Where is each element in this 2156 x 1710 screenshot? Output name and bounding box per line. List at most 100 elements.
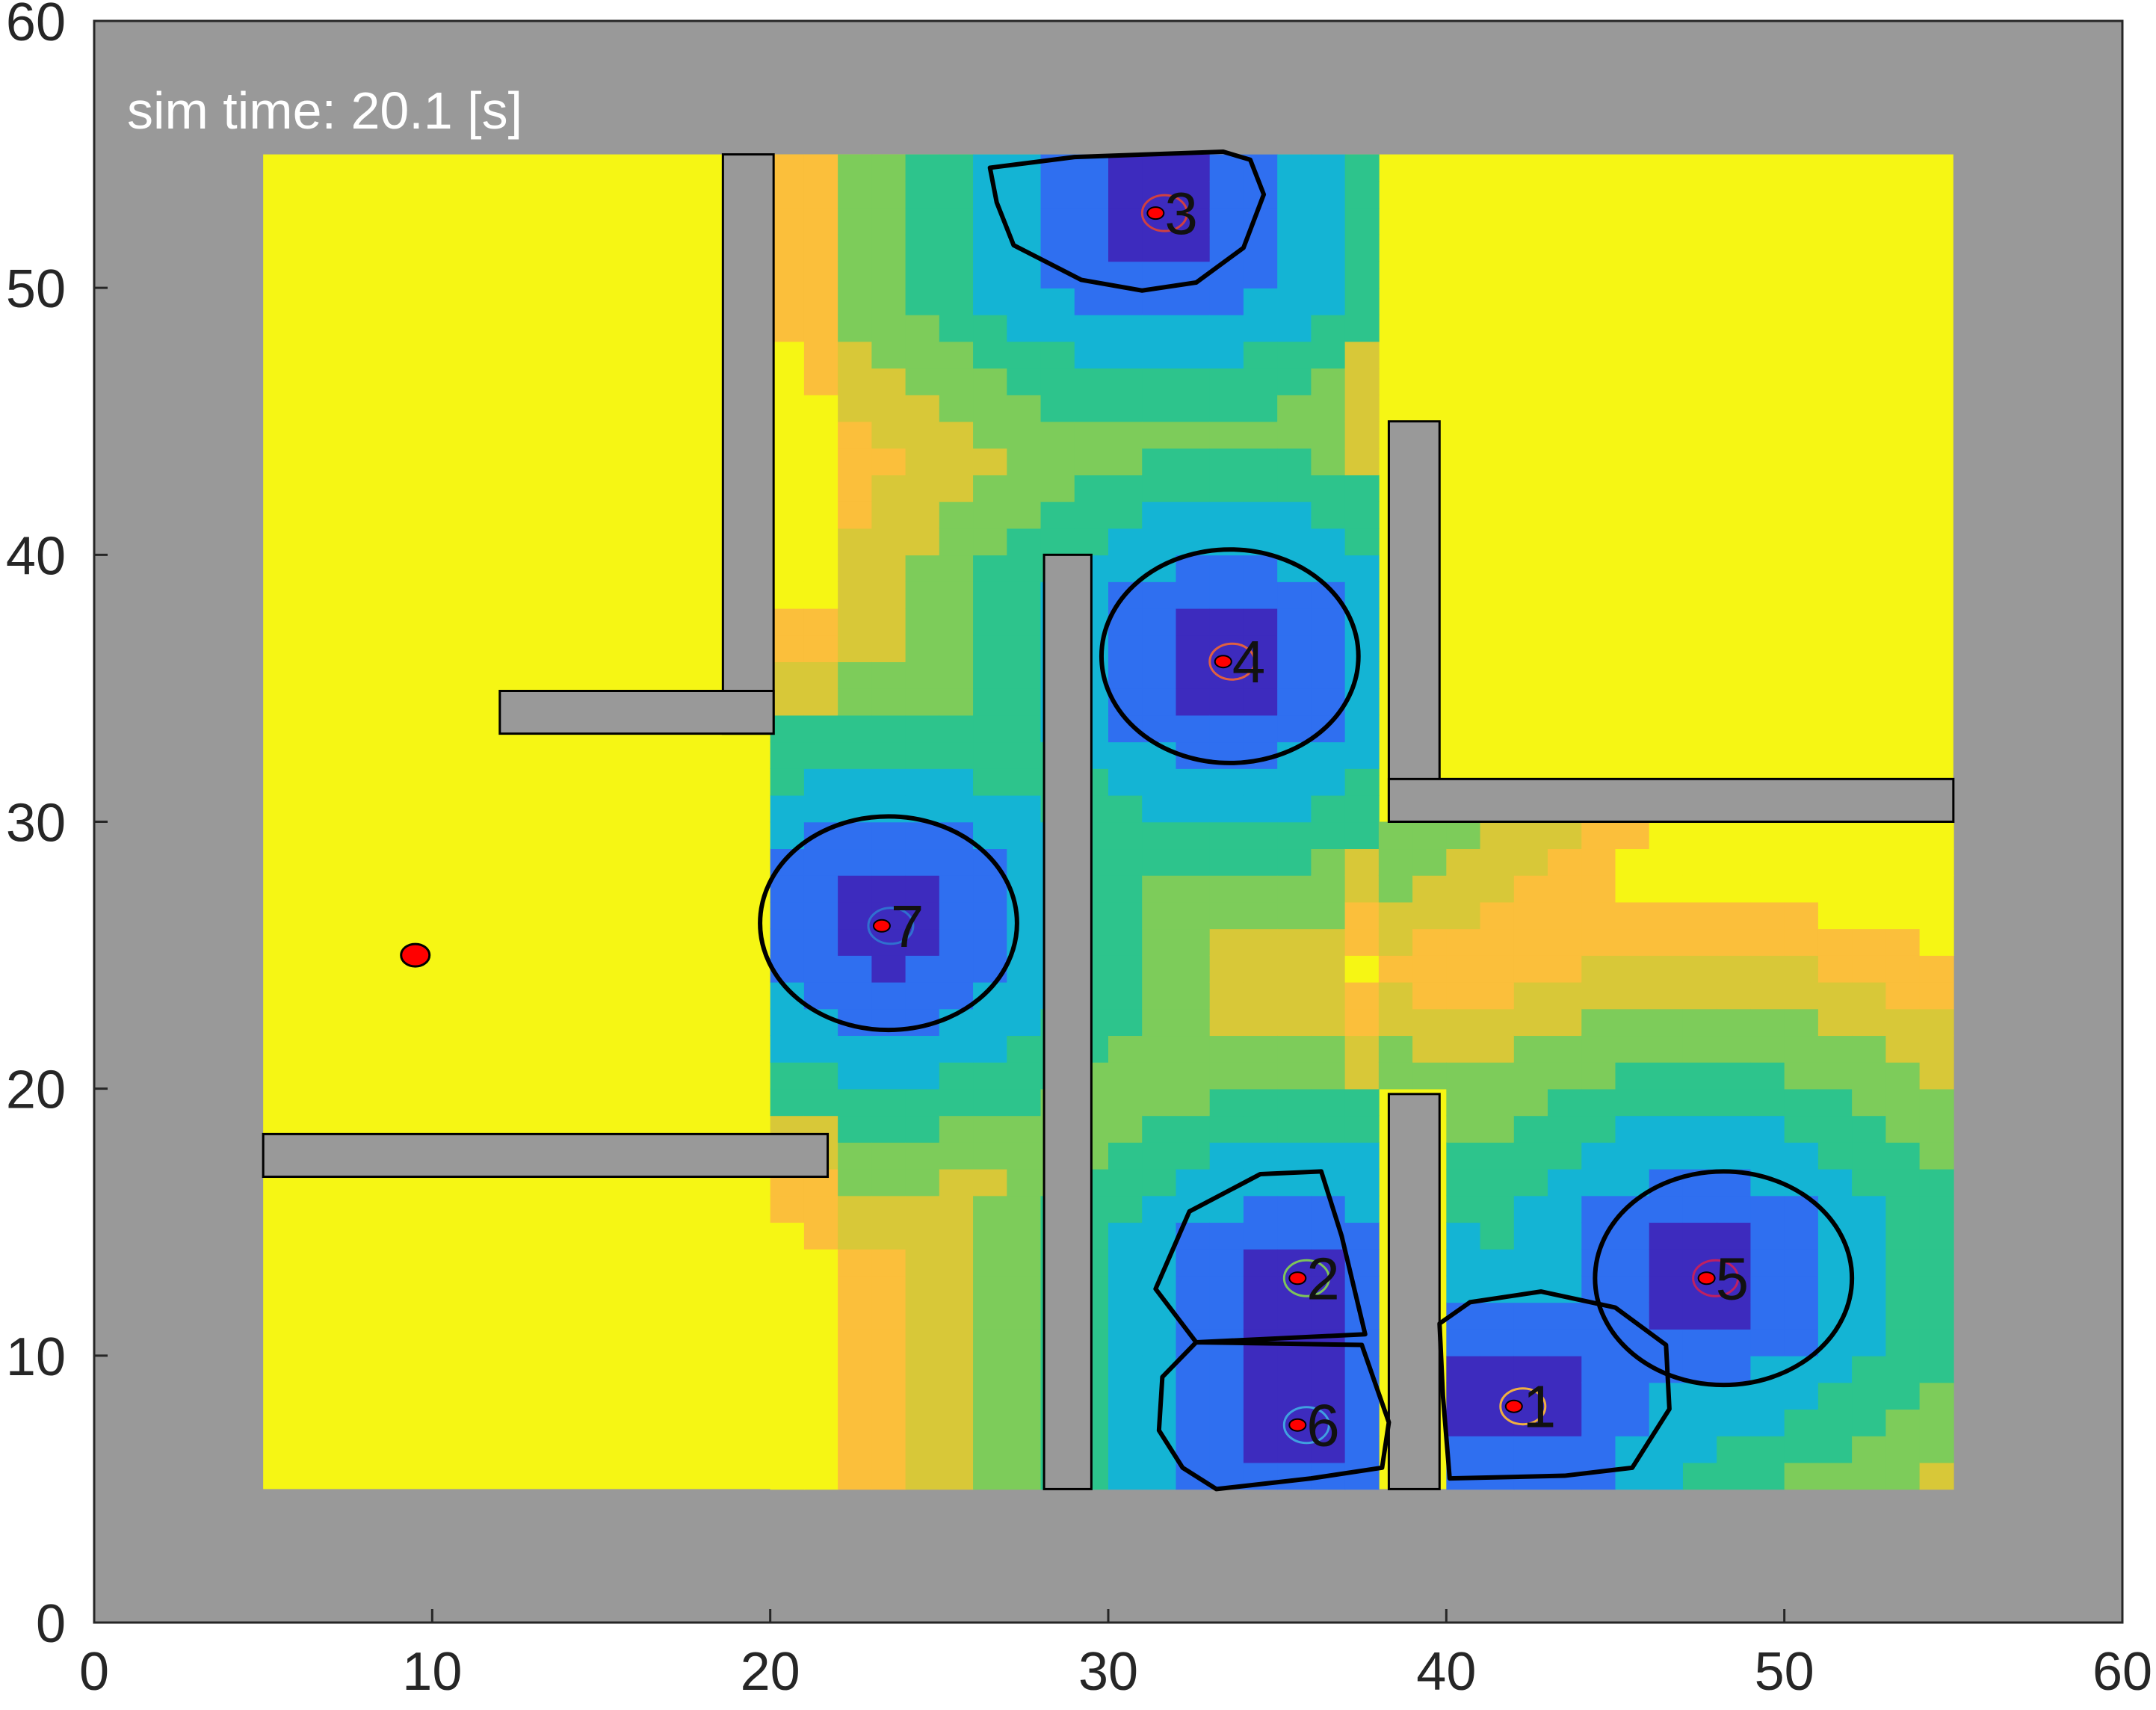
y-tick-label: 0 bbox=[36, 1594, 66, 1654]
heatmap-cell bbox=[1176, 448, 1211, 475]
heatmap-cell bbox=[1277, 848, 1312, 876]
heatmap-cell bbox=[905, 1435, 940, 1463]
wall-segment-7 bbox=[262, 1132, 830, 1179]
heatmap-cell bbox=[871, 261, 906, 288]
heatmap-cell bbox=[803, 234, 838, 262]
heatmap-cell bbox=[1615, 1142, 1650, 1170]
heatmap-cell bbox=[1209, 475, 1244, 502]
heatmap-cell bbox=[939, 581, 974, 609]
heatmap-cell bbox=[1885, 1168, 1921, 1197]
heatmap-cell bbox=[1344, 1168, 1380, 1197]
heatmap-cell bbox=[1108, 154, 1143, 182]
heatmap-cell bbox=[1142, 1168, 1177, 1197]
heatmap-cell bbox=[1108, 368, 1143, 395]
heatmap-cell bbox=[1885, 1302, 1921, 1330]
heatmap-cell bbox=[871, 1168, 906, 1197]
heatmap-cell bbox=[1142, 874, 1177, 903]
heatmap-cell bbox=[1682, 1115, 1717, 1143]
heatmap-cell bbox=[1243, 661, 1278, 689]
heatmap-cell bbox=[1784, 821, 1819, 850]
heatmap-cell bbox=[1852, 1168, 1887, 1197]
heatmap-cell bbox=[905, 1462, 940, 1490]
heatmap-cell bbox=[1852, 1275, 1887, 1303]
heatmap-cell bbox=[1277, 955, 1312, 983]
heatmap-cell bbox=[770, 1462, 805, 1490]
heatmap-cell bbox=[1311, 288, 1346, 315]
heatmap-cell bbox=[905, 1061, 940, 1090]
heatmap-cell bbox=[1446, 1142, 1481, 1170]
heatmap-cell bbox=[1142, 501, 1177, 529]
heatmap-cell bbox=[1277, 1195, 1312, 1223]
heatmap-cell bbox=[1142, 448, 1177, 475]
voronoi-cell-5 bbox=[1593, 1169, 1855, 1388]
heatmap-cell bbox=[1243, 555, 1278, 582]
heatmap-cell bbox=[1277, 714, 1312, 743]
heatmap-cell bbox=[1649, 1008, 1684, 1037]
heatmap-cell bbox=[905, 528, 940, 556]
heatmap-cell bbox=[1581, 1355, 1616, 1383]
heatmap-cell bbox=[1480, 1115, 1515, 1143]
heatmap-cell bbox=[1243, 1195, 1278, 1223]
heatmap-cell bbox=[838, 874, 873, 903]
heatmap-cell bbox=[1311, 475, 1346, 502]
agent-label-3: 3 bbox=[1164, 180, 1198, 247]
heatmap-cell bbox=[1209, 1382, 1244, 1410]
heatmap-cell bbox=[1277, 1142, 1312, 1170]
heatmap-cell bbox=[1615, 1088, 1650, 1117]
heatmap-cell bbox=[838, 848, 873, 876]
heatmap-cell bbox=[973, 261, 1008, 288]
heatmap-cell bbox=[1682, 1142, 1717, 1170]
heatmap-cell bbox=[1243, 1302, 1278, 1330]
heatmap-cell bbox=[803, 981, 838, 1010]
heatmap-cell bbox=[1717, 1008, 1752, 1037]
heatmap-cell bbox=[1885, 1409, 1921, 1436]
heatmap-cell bbox=[1784, 1061, 1819, 1090]
heatmap-cell bbox=[1209, 581, 1244, 609]
heatmap-cell bbox=[1040, 181, 1075, 209]
heatmap-cell bbox=[1277, 608, 1312, 636]
wall-segment-1 bbox=[721, 153, 775, 735]
heatmap-cell bbox=[1209, 768, 1244, 796]
heatmap-cell bbox=[905, 1302, 940, 1330]
x-tick-label: 40 bbox=[1416, 1642, 1476, 1702]
heatmap-cell bbox=[1852, 848, 1887, 876]
agent-label-7: 7 bbox=[891, 893, 924, 960]
heatmap-cell bbox=[803, 555, 838, 582]
heatmap-cell bbox=[939, 848, 974, 876]
heatmap-cell bbox=[803, 448, 838, 475]
heatmap-cell bbox=[1344, 1008, 1380, 1037]
heatmap-cell bbox=[1344, 154, 1380, 182]
heatmap-cell bbox=[1243, 1115, 1278, 1143]
x-tick-label: 0 bbox=[79, 1642, 109, 1702]
heatmap-cell bbox=[1852, 1061, 1887, 1090]
heatmap-cell bbox=[770, 421, 805, 449]
heatmap-cell bbox=[1142, 288, 1177, 315]
heatmap-cell bbox=[803, 181, 838, 209]
heatmap-cell bbox=[1817, 1275, 1853, 1303]
heatmap-cell bbox=[871, 1462, 906, 1490]
heatmap-cell bbox=[871, 1329, 906, 1356]
heatmap-cell bbox=[1311, 741, 1346, 769]
heatmap-cell bbox=[1277, 981, 1312, 1010]
heatmap-cell bbox=[1480, 1409, 1515, 1436]
heatmap-cell bbox=[1344, 1061, 1380, 1090]
heatmap-cell bbox=[1885, 848, 1921, 876]
heatmap-cell bbox=[1919, 1248, 1954, 1277]
heatmap-cell bbox=[803, 208, 838, 235]
heatmap-cell bbox=[1717, 1142, 1752, 1170]
heatmap-cell bbox=[1682, 1462, 1717, 1490]
heatmap-cell bbox=[1750, 1248, 1785, 1277]
heatmap-cell bbox=[1108, 475, 1143, 502]
heatmap-cell bbox=[1344, 1088, 1380, 1117]
heatmap-cell bbox=[1243, 1142, 1278, 1170]
heatmap-cell bbox=[1885, 1088, 1921, 1117]
heatmap-cell bbox=[1649, 1302, 1684, 1330]
heatmap-cell bbox=[1311, 261, 1346, 288]
heatmap-cell bbox=[1412, 874, 1448, 903]
heatmap-cell bbox=[973, 395, 1008, 422]
heatmap-cell bbox=[939, 741, 974, 769]
heatmap-cell bbox=[1548, 1142, 1583, 1170]
heatmap-cell bbox=[871, 528, 906, 556]
heatmap-cell bbox=[1480, 874, 1515, 903]
heatmap-cell bbox=[1885, 1355, 1921, 1383]
